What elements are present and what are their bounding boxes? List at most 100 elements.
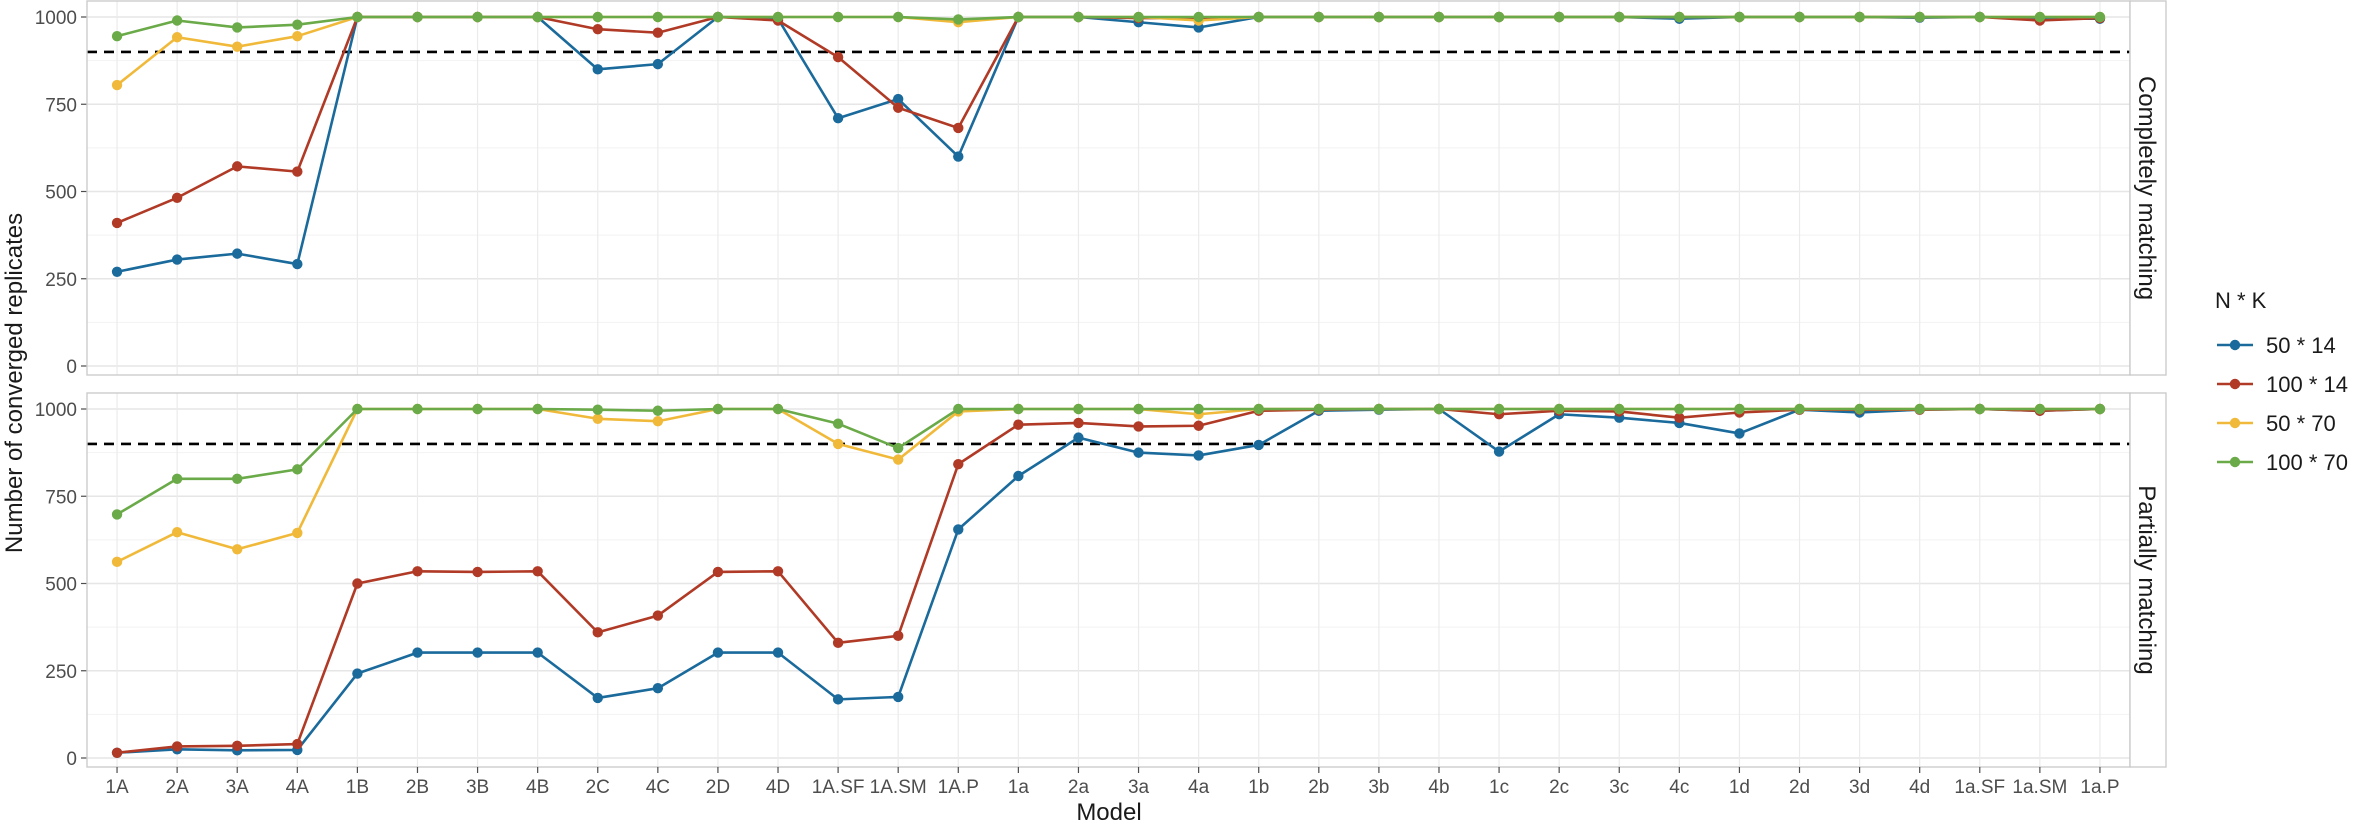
x-tick-label: 1b	[1248, 777, 1269, 798]
data-point	[292, 19, 303, 30]
data-point	[892, 691, 904, 703]
y-tick-label: 0	[66, 749, 77, 770]
data-point	[1854, 403, 1865, 415]
data-point	[772, 566, 784, 577]
data-point	[592, 24, 603, 35]
data-point	[1734, 428, 1745, 439]
data-point	[592, 413, 603, 424]
data-point	[111, 509, 123, 520]
data-point	[1553, 11, 1565, 23]
data-point	[832, 438, 844, 450]
legend-marker	[2229, 378, 2241, 390]
x-tick-label: 2D	[706, 777, 730, 798]
data-point	[352, 11, 363, 23]
data-point	[292, 30, 303, 42]
data-point	[1073, 432, 1084, 443]
data-point	[111, 556, 123, 568]
data-point	[1373, 11, 1385, 23]
data-point	[171, 15, 183, 26]
x-tick-label: 3a	[1128, 777, 1150, 798]
series-line	[116, 407, 2100, 755]
data-point	[352, 578, 363, 589]
data-point	[1253, 403, 1264, 415]
data-point	[592, 627, 603, 638]
data-point	[1313, 11, 1325, 23]
data-point	[472, 647, 483, 658]
data-point	[953, 403, 964, 415]
data-point	[171, 473, 183, 484]
data-point	[1674, 11, 1685, 23]
data-point	[1914, 11, 1925, 23]
panel-partially-matching: 0 250 500 750 1000 Partially matching	[35, 392, 2167, 770]
data-point	[892, 454, 904, 465]
data-point	[592, 404, 603, 415]
data-point	[1373, 403, 1385, 415]
data-point	[171, 192, 183, 203]
x-axis-title: Model	[1076, 799, 1141, 826]
data-point	[832, 637, 844, 649]
x-tick-label: 2C	[586, 777, 610, 798]
data-point	[232, 740, 243, 751]
data-point	[352, 668, 363, 679]
data-point	[1133, 11, 1144, 23]
data-point	[1614, 11, 1625, 23]
data-point	[292, 258, 303, 270]
x-tick-label: 3c	[1609, 777, 1629, 798]
data-point	[1073, 417, 1084, 429]
data-point	[1854, 11, 1865, 23]
y-tick-label: 250	[45, 662, 77, 683]
y-tick-label: 1000	[35, 8, 77, 29]
x-tick-label: 2A	[166, 777, 190, 798]
data-point	[1253, 11, 1264, 23]
data-point	[1193, 11, 1204, 23]
data-point	[592, 692, 603, 704]
x-tick-label: 1a.SM	[2012, 777, 2067, 798]
facet-strip	[2129, 392, 2167, 768]
data-point	[953, 458, 964, 470]
panel-completely-matching: 0 250 500 750 1000 Completely matching	[35, 0, 2167, 378]
legend-marker	[2229, 417, 2241, 429]
data-point	[232, 248, 243, 259]
data-point	[532, 566, 543, 577]
x-tick-label: 2a	[1068, 777, 1090, 798]
series-line	[116, 15, 2100, 38]
data-point	[412, 566, 423, 577]
legend-item: 50 * 14	[2217, 333, 2336, 358]
data-point	[1674, 403, 1685, 415]
data-point	[1073, 11, 1084, 23]
data-point	[772, 647, 784, 658]
data-point	[652, 58, 664, 70]
data-point	[2034, 11, 2046, 23]
data-point	[292, 738, 303, 750]
data-point	[953, 14, 964, 25]
x-tick-label: 1A.P	[938, 777, 979, 798]
data-point	[1133, 421, 1144, 432]
data-point	[171, 741, 183, 752]
data-point	[1553, 403, 1565, 415]
x-tick-label: 3d	[1849, 777, 1870, 798]
x-tick-label: 1A	[105, 777, 129, 798]
data-point	[532, 647, 543, 658]
y-tick-label: 750	[45, 95, 77, 116]
x-tick-label: 3b	[1368, 777, 1389, 798]
legend-marker	[2229, 456, 2241, 468]
panel-background	[87, 1, 2130, 375]
data-point	[953, 151, 964, 162]
data-point	[292, 464, 303, 475]
data-point	[232, 473, 243, 484]
data-point	[472, 11, 483, 23]
data-point	[532, 403, 543, 415]
data-point	[1313, 403, 1325, 415]
data-point	[472, 403, 483, 415]
x-tick-label: 1a.SF	[1954, 777, 2005, 798]
legend-item: 50 * 70	[2217, 411, 2336, 436]
data-point	[592, 11, 603, 23]
series-line	[116, 407, 2100, 516]
data-point	[892, 11, 904, 23]
data-point	[832, 51, 844, 63]
data-point	[1974, 403, 1985, 415]
data-point	[1794, 11, 1805, 23]
data-point	[712, 11, 724, 23]
data-point	[1133, 447, 1144, 458]
data-point	[472, 566, 483, 578]
